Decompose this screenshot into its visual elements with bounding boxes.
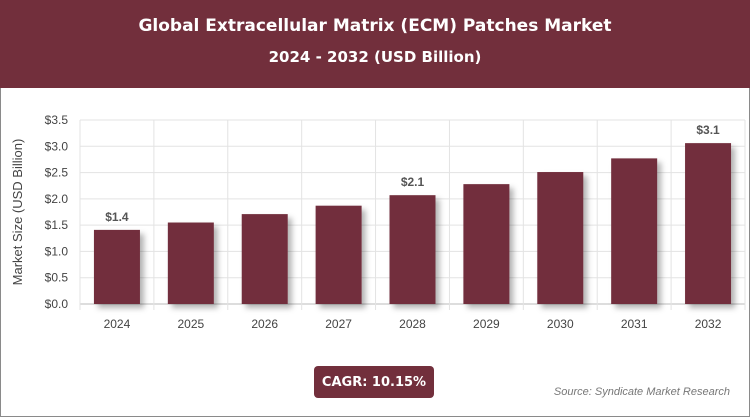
bar-2026 [241,214,288,304]
source-note: Source: Syndicate Market Research [553,386,730,398]
bar-2029 [463,184,510,304]
x-tick-label: 2031 [621,317,648,331]
cagr-badge: CAGR: 10.15% [314,366,434,398]
y-tick-label: $3.5 [45,113,69,127]
y-tick-label: $1.0 [45,244,69,258]
bar-2030 [537,172,584,304]
bar-2032 [685,143,732,304]
x-tick-label: 2025 [177,317,204,331]
chart-subtitle: 2024 - 2032 (USD Billion) [268,48,482,66]
data-label: $3.1 [696,123,720,137]
x-tick-label: 2027 [325,317,352,331]
bar-2031 [611,158,658,304]
x-tick-label: 2028 [399,317,426,331]
x-tick-label: 2030 [547,317,574,331]
bar-2025 [167,222,214,304]
y-tick-label: $2.5 [45,166,69,180]
y-tick-label: $3.0 [45,139,69,153]
chart-title: Global Extracellular Matrix (ECM) Patche… [138,16,612,36]
y-tick-label: $0.5 [45,271,69,285]
bar-2024 [93,229,140,304]
x-tick-label: 2024 [104,317,131,331]
data-label: $2.1 [401,175,425,189]
y-tick-label: $0.0 [45,297,69,311]
y-tick-label: $1.5 [45,218,69,232]
y-tick-label: $2.0 [45,192,69,206]
x-tick-label: 2026 [251,317,278,331]
y-axis-label: Market Size (USD Billion) [10,139,25,286]
x-tick-label: 2029 [473,317,500,331]
chart-header: Global Extracellular Matrix (ECM) Patche… [0,0,750,88]
data-label: $1.4 [105,210,129,224]
x-tick-label: 2032 [695,317,722,331]
bar-2027 [315,205,362,304]
bar-2028 [389,195,436,304]
